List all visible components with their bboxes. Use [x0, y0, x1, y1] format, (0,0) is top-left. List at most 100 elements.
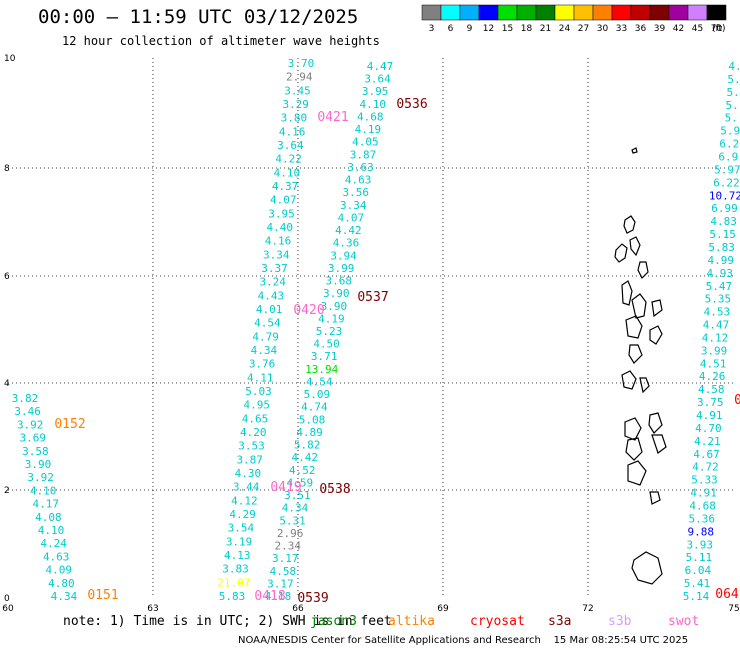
pass-id-label: 0538 [319, 482, 350, 497]
right-track-value: 4.72 [692, 461, 719, 474]
y-tick-label: 4 [4, 379, 10, 389]
center-track-b-value: 3.17 [267, 577, 294, 590]
center-track-b-value: 4.42 [335, 224, 362, 237]
island-outline [625, 315, 643, 339]
center-track-a-value: 4.54 [254, 317, 281, 330]
right-track-value: 4.67 [693, 448, 720, 461]
center-track-a-value: 4.65 [242, 412, 269, 425]
center-track-b-value: 4.34 [282, 502, 309, 515]
legend-label: 33 [616, 24, 627, 34]
center-track-a-value: 3.95 [268, 207, 295, 220]
legend-label: 45 [692, 24, 703, 34]
satellite-swot: swot [668, 614, 699, 629]
right-track-value: 5.47 [706, 280, 733, 293]
legend-label: 21 [540, 24, 551, 34]
center-track-b-value: 4.42 [291, 451, 318, 464]
right-track-value: 5.41 [684, 577, 711, 590]
center-track-b-value: 3.95 [362, 85, 389, 98]
right-track-value: 5.83 [708, 241, 735, 254]
center-track-a-value: 3.83 [222, 563, 249, 576]
center-track-b-value: 4.07 [338, 211, 365, 224]
island-outline [625, 437, 643, 461]
center-track-b-value: 5.23 [316, 325, 343, 338]
island-outline [628, 344, 643, 364]
legend-label: 6 [448, 24, 454, 34]
legend-label: 9 [467, 24, 473, 34]
legend-label: 15 [502, 24, 513, 34]
center-track-a-value: 4.13 [224, 549, 251, 562]
y-tick-label: 10 [4, 54, 16, 64]
footnote-bar: note: 1) Time is in UTC; 2) SWH is in fe… [63, 614, 699, 629]
satellite-s3a: s3a [548, 614, 571, 629]
pass-id-label: 064 [715, 587, 739, 602]
center-track-a-value: 3.44 [233, 481, 260, 494]
right-track-value: 5. [726, 86, 739, 99]
center-track-b-value: 4.54 [306, 375, 333, 388]
left-track-value: 4.10 [38, 524, 65, 537]
center-track-a-value: 4.29 [229, 508, 256, 521]
satellite-altika: altika [388, 614, 435, 629]
right-track-value: 4.12 [702, 331, 729, 344]
right-track-value: 4.70 [695, 422, 722, 435]
center-track-a-value: 4.37 [272, 180, 299, 193]
legend-label: 27 [578, 24, 589, 34]
center-track-a-value: 2.94 [286, 71, 313, 84]
center-track-b-value: 4.89 [296, 426, 323, 439]
map-subtitle: 12 hour collection of altimeter wave hei… [62, 34, 380, 48]
center-track-b-value: 5.08 [299, 413, 326, 426]
right-track-value: 4.99 [707, 254, 734, 267]
right-track-value: 4.53 [704, 306, 731, 319]
pass-id-label: 0539 [297, 591, 328, 606]
x-tick-label: 72 [582, 604, 593, 614]
right-track-value: 4.68 [689, 500, 716, 513]
pass-id-label: 0537 [357, 290, 388, 305]
center-track-b-value: 3.63 [347, 161, 374, 174]
center-track-a-value: 3.37 [261, 262, 288, 275]
island-outline [629, 236, 641, 257]
center-track-a-value: 4.16 [265, 235, 292, 248]
legend-label: 12 [483, 24, 494, 34]
pass-id-label: 0421 [317, 110, 348, 125]
center-track-b-value: 4.52 [289, 464, 316, 477]
left-track-value: 4.80 [48, 577, 75, 590]
right-track-value: 3.93 [687, 538, 714, 551]
right-track-value: 4.58 [698, 383, 725, 396]
right-track-value: 6.99 [711, 202, 738, 215]
island-outline [637, 261, 649, 280]
island-outline [651, 434, 667, 454]
center-track-a-value: 4.95 [244, 399, 271, 412]
center-track-b-value: 5.09 [304, 388, 331, 401]
center-track-b-value: 4.63 [345, 174, 372, 187]
x-tick-label: 69 [437, 604, 449, 614]
right-track-value: 4.47 [703, 319, 730, 332]
center-track-b-value: 4.18 [265, 590, 292, 603]
island-outline [614, 243, 628, 263]
center-track-b-value: 4.05 [352, 136, 379, 149]
legend-label: 18 [521, 24, 533, 34]
right-track-value: 4.26 [699, 370, 726, 383]
center-track-b-value: 5.31 [279, 514, 306, 527]
center-track-b-value: 4.59 [287, 476, 314, 489]
island-outline [621, 370, 637, 390]
center-track-a-value: 3.24 [259, 276, 286, 289]
center-track-a-value: 4.30 [235, 467, 262, 480]
pass-id-label: 0418 [254, 589, 285, 604]
left-track-value: 3.90 [25, 458, 52, 471]
center-track-b-value: 5.82 [294, 439, 321, 452]
x-tick-label: 66 [292, 604, 304, 614]
center-track-b-value: 4.10 [359, 98, 386, 111]
island-outline [639, 377, 650, 394]
center-track-b-value: 13.94 [305, 363, 338, 376]
legend-label: 70 [711, 24, 723, 34]
center-track-a-value: 4.10 [274, 166, 301, 179]
legend-unit: (ft) [712, 24, 726, 34]
right-track-value: 4. [728, 60, 740, 73]
legend-label: 42 [673, 24, 684, 34]
center-track-b-value: 2.34 [274, 540, 301, 553]
center-track-b-value: 3.94 [330, 249, 357, 262]
island-outline [631, 551, 663, 585]
center-track-b-value: 4.36 [333, 237, 360, 250]
right-track-value: 5.14 [683, 590, 710, 603]
y-tick-label: 8 [4, 164, 10, 174]
left-track-value: 4.10 [30, 484, 57, 497]
